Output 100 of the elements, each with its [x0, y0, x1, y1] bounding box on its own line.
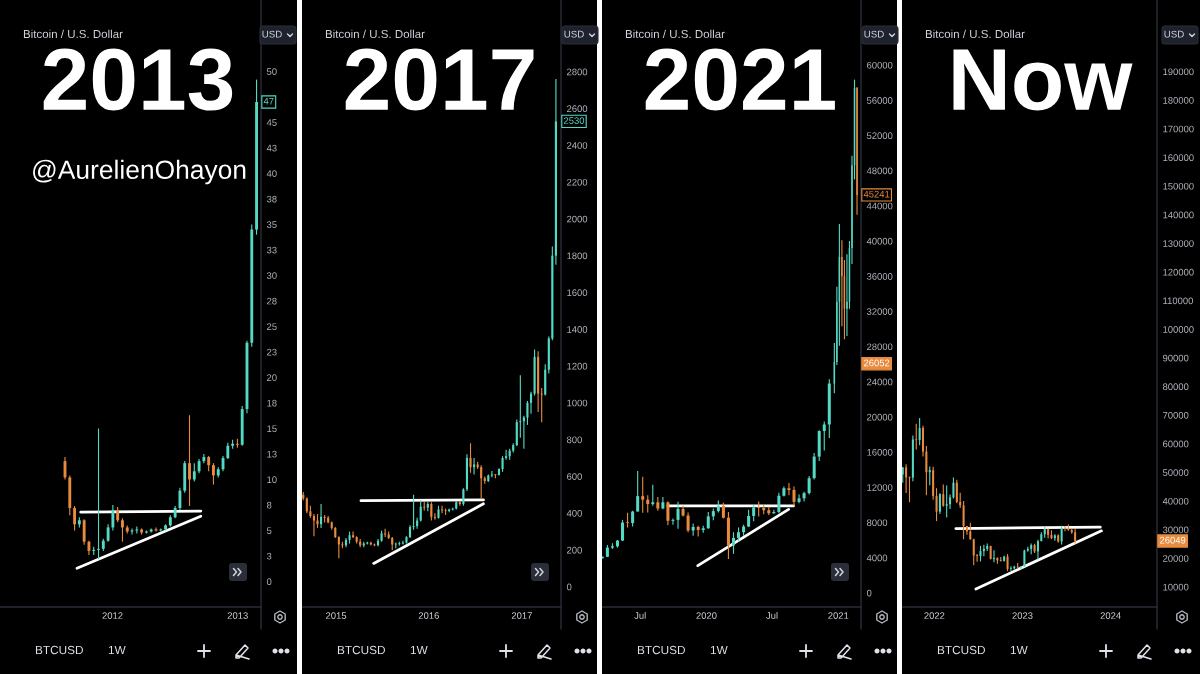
y-tick-label: 50 — [266, 68, 277, 75]
text: Bitcoin / U.S. Dollar — [625, 29, 725, 39]
y-tick-label: 28 — [267, 297, 277, 305]
y-tick-label: 140000 — [1163, 211, 1194, 219]
candlestick — [1053, 533, 1056, 542]
y-tick-label: 1400 — [567, 326, 588, 333]
candlestick — [384, 528, 387, 538]
y-tick-label: 20000 — [867, 413, 893, 421]
y-tick-label: 38 — [266, 195, 277, 203]
candlestick — [111, 504, 115, 532]
y-tick-label: 20 — [267, 374, 277, 381]
y-tick-label: 1000 — [567, 399, 588, 407]
y-tick-label: 1600 — [567, 289, 588, 296]
y-tick-label: 8 — [266, 501, 272, 509]
y-tick-label: 170000 — [1163, 125, 1194, 133]
text: USD — [1164, 30, 1184, 38]
y-tick-label: 10 — [267, 476, 277, 483]
y-tick-label: 0 — [566, 583, 572, 591]
y-tick-label: 3 — [266, 552, 272, 560]
y-tick-label: 2200 — [567, 178, 588, 186]
candlestick — [437, 505, 440, 520]
candlestick — [144, 529, 148, 535]
text: Bitcoin / U.S. Dollar — [325, 29, 425, 39]
y-tick-label: 190000 — [1163, 68, 1194, 76]
candlestick — [121, 517, 124, 543]
y-tick-label: 4000 — [866, 554, 888, 562]
y-tick-label: 45 — [266, 119, 277, 126]
y-tick-label: 110000 — [1163, 297, 1193, 305]
x-tick-label: 2024 — [1100, 612, 1121, 619]
candlestick — [938, 492, 941, 515]
candlestick — [348, 531, 351, 545]
y-tick-label: 40 — [266, 170, 277, 177]
candlestick — [412, 494, 415, 531]
text: 1W — [710, 645, 728, 655]
candlestick — [856, 86, 858, 216]
y-tick-label: 80000 — [1162, 383, 1189, 391]
candlestick — [935, 487, 938, 522]
candlestick — [192, 462, 196, 483]
y-tick-label: 32000 — [866, 308, 893, 315]
y-tick-label: 56000 — [866, 97, 893, 104]
x-tick-label: Jul — [766, 612, 778, 619]
y-tick-label: 15 — [267, 425, 277, 432]
y-tick-label: 40000 — [866, 237, 893, 245]
candlestick — [188, 414, 191, 507]
candlestick — [807, 475, 811, 495]
y-tick-label: 35 — [266, 221, 277, 228]
x-tick-label: 2015 — [326, 612, 347, 619]
y-tick-label: 50000 — [1162, 469, 1189, 476]
y-tick-label: 60000 — [867, 61, 893, 69]
x-tick-label: 2012 — [102, 612, 123, 619]
text: USD — [262, 30, 282, 38]
candlestick — [942, 483, 945, 508]
y-tick-label: 18 — [267, 399, 277, 407]
candlestick — [312, 513, 316, 537]
candlestick — [1009, 565, 1012, 572]
text: Bitcoin / U.S. Dollar — [23, 29, 123, 39]
y-tick-label: 130000 — [1163, 240, 1194, 247]
candlestick — [918, 417, 921, 446]
y-tick-label: 52000 — [866, 132, 893, 139]
y-tick-label: 0 — [266, 578, 272, 586]
candlestick — [928, 465, 931, 486]
y-tick-label: 40000 — [1162, 497, 1189, 505]
candlestick — [686, 511, 690, 533]
candlestick — [945, 485, 948, 518]
candlestick — [519, 374, 522, 439]
candlestick — [955, 479, 958, 504]
y-tick-label: 43 — [266, 144, 277, 152]
candlestick — [731, 531, 735, 555]
y-tick-label: 160000 — [1163, 154, 1194, 161]
candlestick — [777, 492, 781, 514]
y-tick-label: 70000 — [1163, 411, 1189, 419]
y-tick-label: 400 — [566, 510, 582, 517]
y-tick-label: 100000 — [1163, 326, 1194, 333]
y-tick-label: 8000 — [866, 519, 888, 527]
annotation: 45241 — [863, 190, 890, 198]
candlestick — [401, 540, 404, 546]
candlestick — [540, 387, 543, 423]
chart-title: Now — [953, 49, 1133, 111]
chart-title: 2021 — [645, 48, 835, 111]
x-tick-label: 2021 — [828, 612, 849, 619]
y-tick-label: 1800 — [567, 252, 588, 260]
x-tick-label: 2016 — [418, 612, 439, 619]
y-tick-label: 180000 — [1163, 97, 1194, 104]
candlestick — [212, 462, 215, 486]
annotation: 26049 — [1159, 536, 1186, 544]
chart-title: 2013 — [43, 48, 233, 111]
x-tick-label: 2017 — [511, 612, 532, 619]
x-tick-label: Jul — [634, 612, 646, 619]
y-tick-label: 24000 — [867, 378, 893, 386]
x-tick-label: 2022 — [924, 612, 945, 619]
candlestick — [1060, 525, 1063, 546]
y-tick-label: 200 — [567, 546, 582, 554]
y-tick-label: 13 — [267, 450, 277, 458]
x-tick-label: 2013 — [227, 612, 248, 619]
candlestick — [73, 505, 77, 532]
annotation: 47 — [263, 97, 274, 105]
y-tick-label: 28000 — [867, 343, 893, 351]
y-tick-label: 30000 — [1162, 526, 1189, 534]
y-tick-label: 60000 — [1163, 440, 1189, 448]
y-tick-label: 16000 — [867, 449, 893, 456]
